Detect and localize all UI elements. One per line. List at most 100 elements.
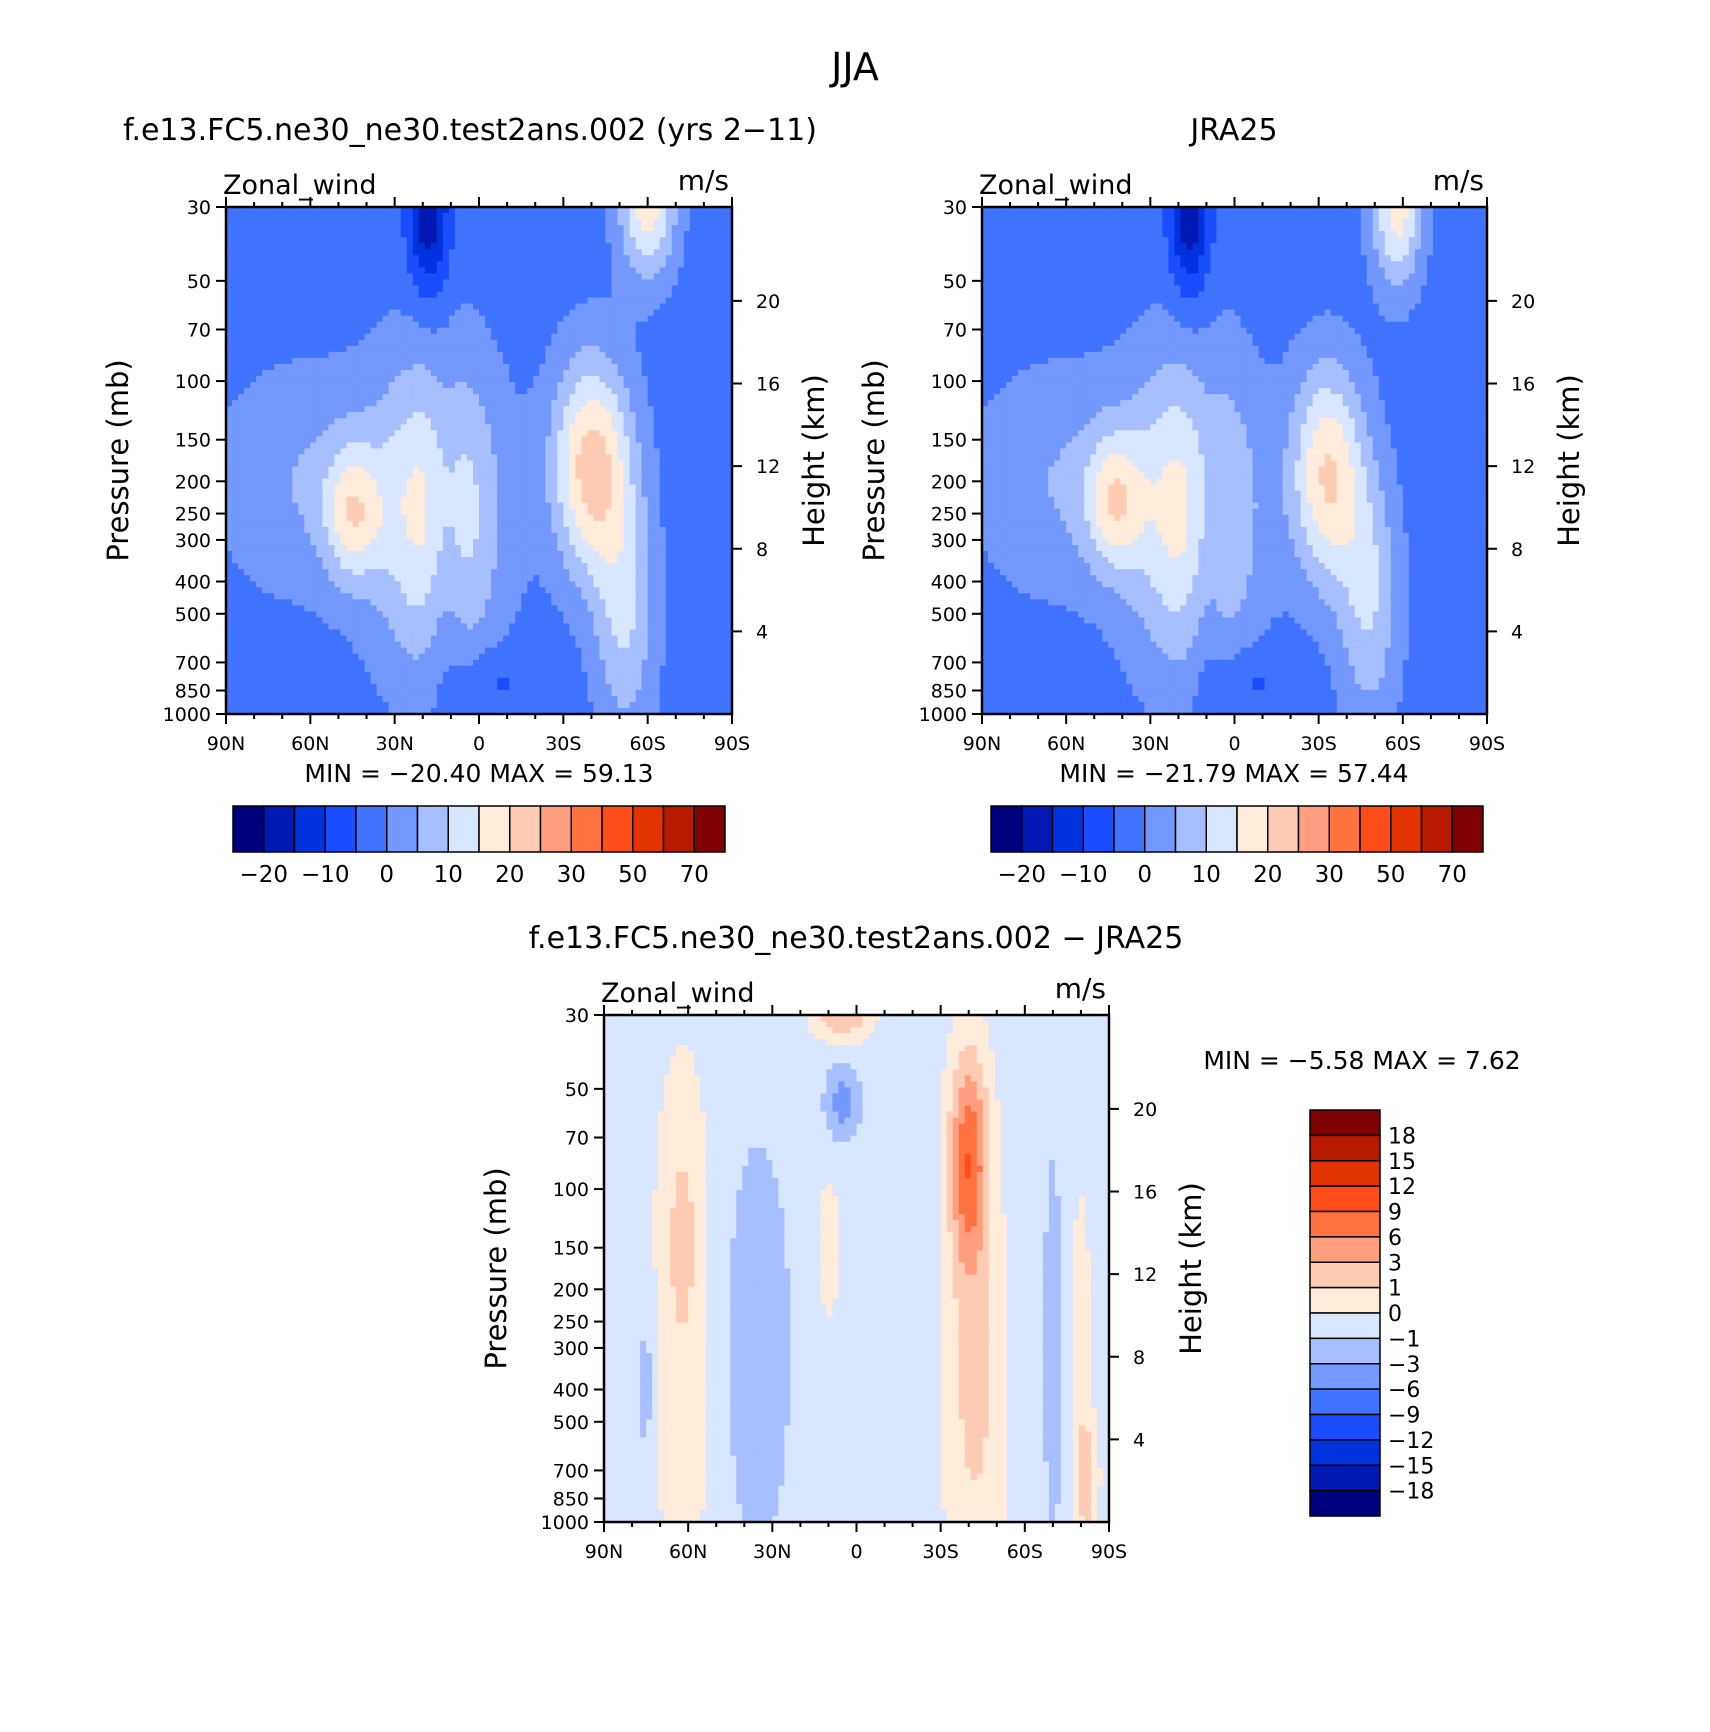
colorbar-box	[1329, 806, 1360, 852]
y-tick-label: 700	[553, 1460, 589, 1482]
x-tick-label: 60S	[1385, 733, 1421, 755]
height-tick-label: 12	[756, 456, 780, 478]
y-tick-label: 70	[565, 1128, 589, 1150]
min-max-stats: MIN = −21.79 MAX = 57.44	[1059, 759, 1408, 788]
colorbar-box	[1310, 1262, 1380, 1287]
y-tick-label: 100	[931, 371, 967, 393]
y-tick-label: 1000	[163, 704, 211, 726]
y-tick-label: 1000	[541, 1512, 589, 1534]
y-tick-label: 150	[931, 430, 967, 452]
height-tick-label: 20	[756, 291, 780, 313]
y-tick-label: 400	[931, 572, 967, 594]
colorbar-box	[633, 806, 664, 852]
y-tick-label: 50	[187, 271, 211, 293]
min-max-stats: MIN = −20.40 MAX = 59.13	[304, 759, 653, 788]
colorbar-label: −20	[997, 862, 1046, 888]
colorbar-label: 6	[1388, 1226, 1402, 1251]
colorbar-label: 0	[379, 862, 394, 888]
colorbar-box	[694, 806, 725, 852]
colorbar-box	[1310, 1491, 1380, 1516]
y-tick-label: 100	[175, 371, 211, 393]
y-tick-label: 30	[943, 197, 967, 219]
x-tick-label: 60N	[1047, 733, 1085, 755]
colorbar-label: 1	[1388, 1277, 1402, 1302]
colorbar-box	[1422, 806, 1453, 852]
colorbar-box	[1310, 1135, 1380, 1160]
panel-3: f.e13.FC5.ne30_ne30.test2ans.002 − JRA25…	[479, 921, 1521, 1563]
y-tick-label: 200	[553, 1279, 589, 1301]
colorbar-label: −6	[1388, 1378, 1420, 1403]
x-tick-label: 60S	[630, 733, 666, 755]
colorbar-label: 9	[1388, 1201, 1402, 1226]
y-tick-label: 250	[931, 504, 967, 526]
y-tick-label: 1000	[919, 704, 967, 726]
colorbar-box	[571, 806, 602, 852]
colorbar-box	[602, 806, 633, 852]
x-tick-label: 60S	[1007, 1541, 1043, 1563]
colorbar-box	[1310, 1389, 1380, 1414]
colorbar-label: −10	[1059, 862, 1108, 888]
colorbar-label: 20	[1253, 862, 1282, 888]
y-tick-label: 50	[943, 271, 967, 293]
x-tick-label: 60N	[669, 1541, 707, 1563]
y-tick-label: 50	[565, 1079, 589, 1101]
x-tick-label: 30N	[375, 733, 413, 755]
y-tick-label: 70	[187, 320, 211, 342]
colorbar-label: 0	[1137, 862, 1152, 888]
y-tick-label: 850	[553, 1489, 589, 1511]
y-tick-label: 500	[931, 604, 967, 626]
colorbar-label: 70	[680, 862, 709, 888]
colorbar-box	[991, 806, 1022, 852]
colorbar-box	[1452, 806, 1483, 852]
y-tick-label: 300	[553, 1338, 589, 1360]
y-tick-label: 850	[931, 681, 967, 703]
x-tick-label: 90S	[1469, 733, 1505, 755]
colorbar-label: −3	[1388, 1353, 1420, 1378]
contour-field	[226, 207, 733, 715]
y-tick-label: 700	[931, 652, 967, 674]
y-tick-label: 850	[175, 681, 211, 703]
colorbar-label: −10	[301, 862, 350, 888]
y2-axis-label: Height (km)	[1174, 1182, 1208, 1355]
x-tick-label: 90S	[714, 733, 750, 755]
x-tick-label: 90N	[963, 733, 1001, 755]
colorbar-box	[1310, 1313, 1380, 1338]
colorbar-box	[1310, 1186, 1380, 1211]
height-tick-label: 12	[1511, 456, 1535, 478]
plots: f.e13.FC5.ne30_ne30.test2ans.002 (yrs 2−…	[101, 113, 1586, 1563]
colorbar-box	[1310, 1465, 1380, 1490]
y-tick-label: 150	[175, 430, 211, 452]
colorbar-label: 10	[1192, 862, 1221, 888]
panel-title: f.e13.FC5.ne30_ne30.test2ans.002 − JRA25	[529, 921, 1184, 956]
colorbar-box	[479, 806, 510, 852]
min-max-stats: MIN = −5.58 MAX = 7.62	[1203, 1046, 1520, 1075]
colorbar-label: −12	[1388, 1429, 1434, 1454]
colorbar-label: 15	[1388, 1150, 1416, 1175]
variable-label: Zonal_wind	[601, 978, 755, 1009]
y-tick-label: 200	[175, 471, 211, 493]
height-tick-label: 12	[1133, 1264, 1157, 1286]
colorbar-box	[233, 806, 264, 852]
height-tick-label: 8	[1133, 1347, 1145, 1369]
units-label: m/s	[1433, 164, 1484, 197]
colorbar-box	[1083, 806, 1114, 852]
y-tick-label: 30	[187, 197, 211, 219]
height-tick-label: 16	[1133, 1182, 1157, 1204]
y-tick-label: 30	[565, 1005, 589, 1027]
colorbar-label: −15	[1388, 1454, 1434, 1479]
y2-axis-label: Height (km)	[1552, 374, 1586, 547]
colorbar-label: 20	[495, 862, 524, 888]
variable-label: Zonal_wind	[979, 170, 1133, 201]
colorbar-box	[1237, 806, 1268, 852]
colorbar-box	[325, 806, 356, 852]
y-tick-label: 150	[553, 1238, 589, 1260]
height-tick-label: 20	[1511, 291, 1535, 313]
x-tick-label: 0	[850, 1541, 862, 1563]
colorbar-box	[510, 806, 541, 852]
units-label: m/s	[1055, 972, 1106, 1005]
x-tick-label: 30N	[753, 1541, 791, 1563]
colorbar-box	[1206, 806, 1237, 852]
